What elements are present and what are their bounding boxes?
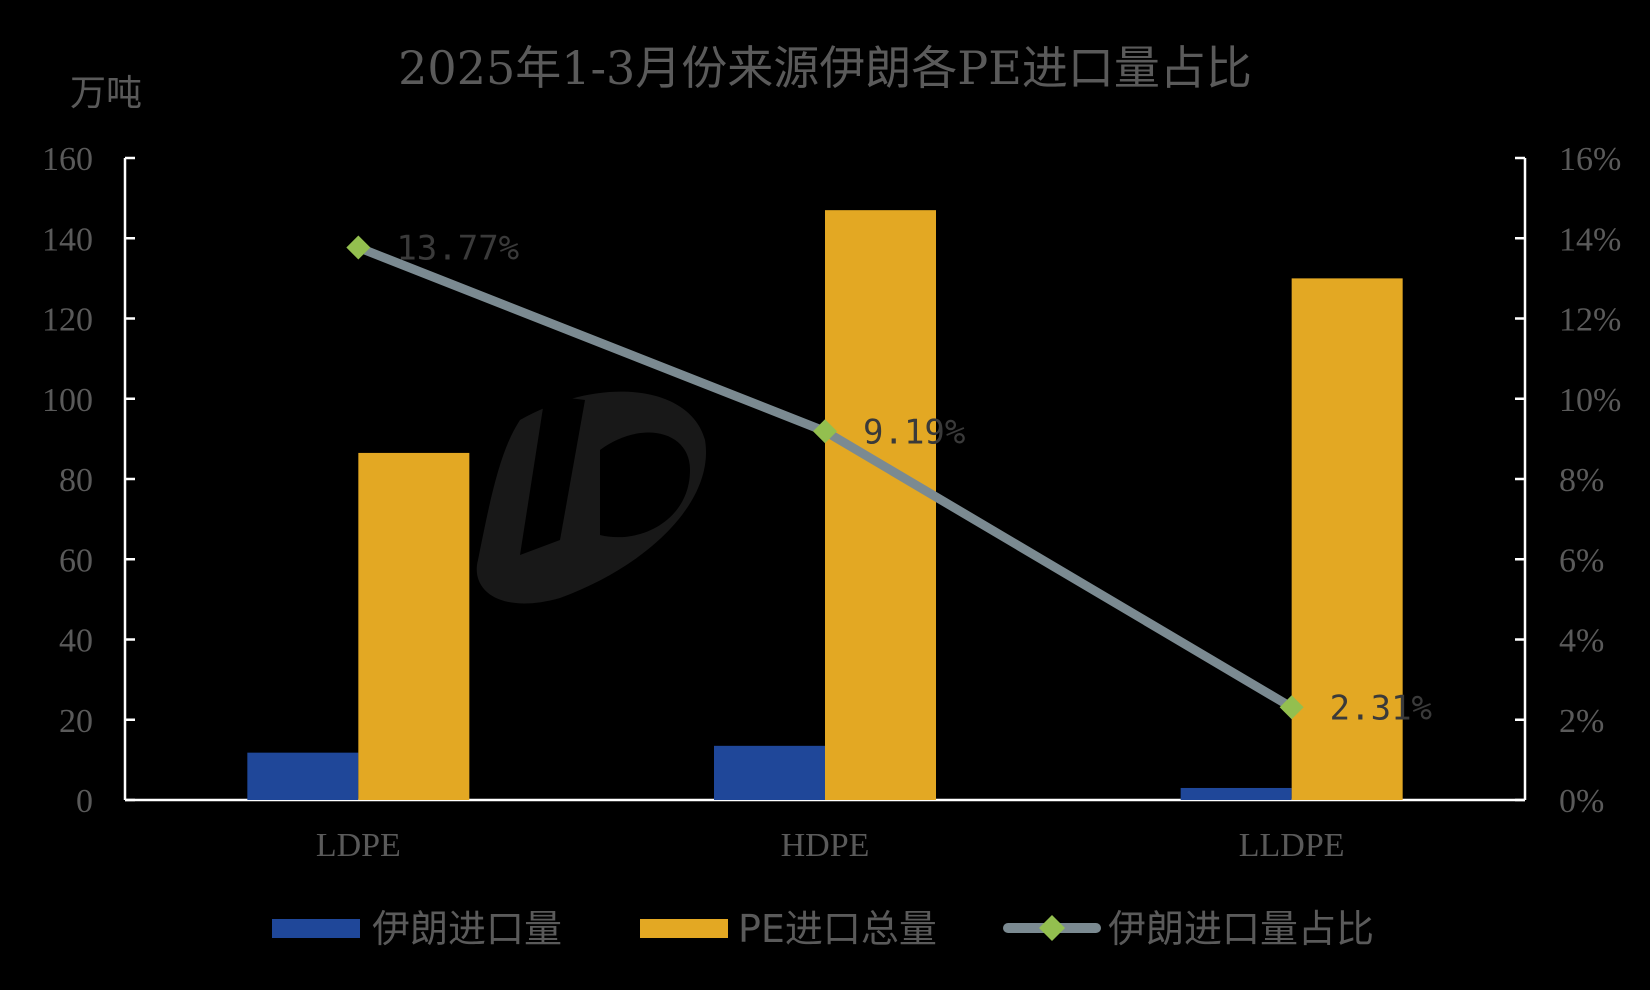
y-tick-label-right: 16% [1559, 141, 1621, 178]
watermark-logo [476, 391, 707, 604]
y-tick-label-right: 10% [1559, 382, 1621, 419]
legend-ratio-marker [1039, 915, 1065, 941]
bar-pe-total [825, 210, 936, 801]
y-tick-label-left: 40 [59, 623, 93, 660]
bar-iran-imports [714, 745, 825, 800]
bar-pe-total [358, 452, 470, 800]
ratio-line: 13.77% 9.19% 2.31% [346, 228, 1432, 728]
y-tick-label-left: 160 [42, 141, 93, 178]
ratio-point-marker [1279, 695, 1304, 720]
bar-iran-imports [1180, 787, 1292, 800]
legend: 伊朗进口量 PE进口总量 伊朗进口量占比 [272, 907, 1374, 951]
y-tick-label-left: 140 [42, 221, 93, 258]
y-tick-label-right: 14% [1559, 221, 1621, 258]
y-tick-label-left: 20 [59, 703, 93, 740]
y-tick-label-right: 8% [1559, 462, 1604, 499]
bar-iran-imports [247, 752, 359, 800]
legend-swatch-iran-imports [272, 919, 360, 938]
legend-label-ratio: 伊朗进口量占比 [1108, 907, 1374, 951]
ratio-point-marker [813, 419, 837, 444]
y-tick-label-right: 6% [1559, 542, 1604, 579]
y-tick-label-left: 80 [59, 462, 93, 499]
y-tick-label-left: 0 [76, 783, 93, 820]
chart-title: 2025年1-3月份来源伊朗各PE进口量占比 [398, 41, 1252, 95]
legend-label-iran-imports: 伊朗进口量 [372, 907, 562, 951]
ratio-point-marker [346, 235, 371, 260]
y-tick-label-right: 2% [1559, 703, 1604, 740]
ratio-data-label: 9.19% [863, 412, 965, 452]
y-tick-label-left: 120 [42, 302, 93, 339]
x-tick-label: LLDPE [1239, 827, 1345, 864]
y-tick-label-left: 100 [42, 382, 93, 419]
bar-pe-total [1291, 278, 1403, 800]
y-tick-label-right: 12% [1559, 302, 1621, 339]
ratio-data-label: 13.77% [396, 228, 519, 268]
legend-label-pe-total: PE进口总量 [738, 907, 937, 951]
x-axis-labels: LDPE HDPE LLDPE [316, 827, 1345, 864]
x-tick-label: LDPE [316, 827, 401, 864]
legend-swatch-pe-total [640, 919, 728, 938]
y-axis-unit: 万吨 [70, 73, 142, 114]
y-tick-label-right: 0% [1559, 783, 1604, 820]
x-tick-label: HDPE [781, 827, 870, 864]
y-tick-label-right: 4% [1559, 623, 1604, 660]
y-tick-label-left: 60 [59, 542, 93, 579]
bars [247, 210, 1403, 801]
ratio-data-label: 2.31% [1330, 688, 1432, 728]
